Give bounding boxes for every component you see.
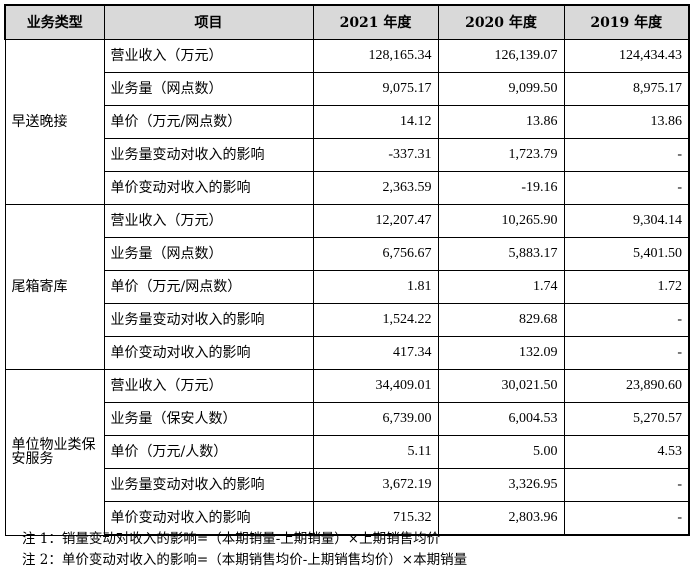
- value-2021-cell: 2,363.59: [312, 171, 439, 205]
- value-2021-cell: 6,756.67: [312, 237, 439, 271]
- note-1: 注 1：销量变动对收入的影响=（本期销量-上期销量）×上期销售均价: [22, 531, 441, 547]
- business-type-cell: 单位物业类保安服务: [4, 369, 105, 536]
- value-2020-cell: 6,004.53: [437, 402, 565, 436]
- table-row: 单价（万元/网点数） 1.81 1.74 1.72: [5, 270, 690, 304]
- value-2021-cell: 12,207.47: [312, 204, 439, 238]
- table-row: 单价（万元/网点数） 14.12 13.86 13.86: [5, 105, 690, 139]
- table-row: 业务量（网点数） 6,756.67 5,883.17 5,401.50: [5, 237, 690, 271]
- value-2021-cell: 1,524.22: [312, 303, 439, 337]
- item-cell: 业务量（网点数）: [103, 237, 314, 271]
- table-row: 业务量变动对收入的影响 -337.31 1,723.79 -: [5, 138, 690, 172]
- value-2020-cell: 13.86: [437, 105, 565, 139]
- value-2019-cell: -: [563, 468, 690, 502]
- value-2021-cell: 128,165.34: [312, 39, 439, 73]
- table-notes: 注 1：销量变动对收入的影响=（本期销量-上期销量）×上期销售均价 注 2：单价…: [22, 529, 467, 571]
- value-2021-cell: 14.12: [312, 105, 439, 139]
- value-2019-cell: 8,975.17: [563, 72, 690, 106]
- value-2020-cell: 3,326.95: [437, 468, 565, 502]
- value-2020-cell: 9,099.50: [437, 72, 565, 106]
- value-2019-cell: 4.53: [563, 435, 690, 469]
- header-business-type: 业务类型: [4, 4, 105, 40]
- item-cell: 单价变动对收入的影响: [103, 171, 314, 205]
- value-2020-cell: 126,139.07: [437, 39, 565, 73]
- table-row: 业务量变动对收入的影响 3,672.19 3,326.95 -: [5, 468, 690, 502]
- value-2020-cell: 5,883.17: [437, 237, 565, 271]
- value-2019-cell: 13.86: [563, 105, 690, 139]
- table-row: 业务量变动对收入的影响 1,524.22 829.68 -: [5, 303, 690, 337]
- value-2020-cell: 132.09: [437, 336, 565, 370]
- value-2019-cell: 1.72: [563, 270, 690, 304]
- table-row: 单价（万元/人数） 5.11 5.00 4.53: [5, 435, 690, 469]
- value-2019-cell: 124,434.43: [563, 39, 690, 73]
- table-row: 业务量（网点数） 9,075.17 9,099.50 8,975.17: [5, 72, 690, 106]
- value-2020-cell: 30,021.50: [437, 369, 565, 403]
- value-2021-cell: 34,409.01: [312, 369, 439, 403]
- value-2019-cell: 23,890.60: [563, 369, 690, 403]
- business-type-cell: 尾箱寄库: [4, 204, 105, 370]
- item-cell: 业务量变动对收入的影响: [103, 138, 314, 172]
- table-row: 单位物业类保安服务 营业收入（万元） 34,409.01 30,021.50 2…: [4, 369, 690, 536]
- value-2019-cell: -: [563, 171, 690, 205]
- value-2020-cell: 829.68: [437, 303, 565, 337]
- table-row: 业务量（保安人数） 6,739.00 6,004.53 5,270.57: [5, 402, 690, 436]
- table-row: 单价变动对收入的影响 715.32 2,803.96 -: [5, 501, 690, 536]
- value-2021-cell: 417.34: [312, 336, 439, 370]
- value-2019-cell: -: [563, 501, 690, 536]
- header-2019: 2019 年度: [563, 4, 690, 40]
- item-cell: 业务量（保安人数）: [103, 402, 314, 436]
- value-2019-cell: 5,270.57: [563, 402, 690, 436]
- item-cell: 单价（万元/人数）: [103, 435, 314, 469]
- item-cell: 单价（万元/网点数）: [103, 105, 314, 139]
- item-cell: 单价（万元/网点数）: [103, 270, 314, 304]
- value-2020-cell: 10,265.90: [437, 204, 565, 238]
- item-cell: 营业收入（万元）: [103, 39, 314, 73]
- business-type-cell: 早送晚接: [4, 39, 105, 205]
- value-2020-cell: 5.00: [437, 435, 565, 469]
- note-2: 注 2：单价变动对收入的影响=（本期销售均价-上期销售均价）×本期销量: [22, 552, 468, 568]
- item-cell: 业务量变动对收入的影响: [103, 303, 314, 337]
- value-2021-cell: 6,739.00: [312, 402, 439, 436]
- revenue-analysis-table: 业务类型 项目 2021 年度 2020 年度 2019 年度 早送晚接 营业收…: [4, 4, 690, 536]
- item-cell: 单价变动对收入的影响: [103, 501, 314, 536]
- value-2021-cell: -337.31: [312, 138, 439, 172]
- item-cell: 业务量变动对收入的影响: [103, 468, 314, 502]
- table-row: 尾箱寄库 营业收入（万元） 12,207.47 10,265.90 9,304.…: [4, 204, 690, 370]
- header-2020: 2020 年度: [437, 4, 565, 40]
- value-2019-cell: 9,304.14: [563, 204, 690, 238]
- value-2021-cell: 3,672.19: [312, 468, 439, 502]
- value-2019-cell: -: [563, 303, 690, 337]
- value-2020-cell: -19.16: [437, 171, 565, 205]
- table-header-row: 业务类型 项目 2021 年度 2020 年度 2019 年度: [4, 4, 690, 40]
- header-2021: 2021 年度: [312, 4, 439, 40]
- value-2020-cell: 1,723.79: [437, 138, 565, 172]
- value-2021-cell: 9,075.17: [312, 72, 439, 106]
- table-row: 单价变动对收入的影响 417.34 132.09 -: [5, 336, 690, 370]
- value-2019-cell: 5,401.50: [563, 237, 690, 271]
- value-2021-cell: 715.32: [312, 501, 439, 536]
- value-2020-cell: 1.74: [437, 270, 565, 304]
- item-cell: 业务量（网点数）: [103, 72, 314, 106]
- value-2019-cell: -: [563, 138, 690, 172]
- item-cell: 单价变动对收入的影响: [103, 336, 314, 370]
- header-item: 项目: [103, 4, 314, 40]
- table-row: 单价变动对收入的影响 2,363.59 -19.16 -: [5, 171, 690, 205]
- value-2019-cell: -: [563, 336, 690, 370]
- table-row: 早送晚接 营业收入（万元） 128,165.34 126,139.07 124,…: [4, 39, 690, 205]
- item-cell: 营业收入（万元）: [103, 204, 314, 238]
- item-cell: 营业收入（万元）: [103, 369, 314, 403]
- value-2021-cell: 1.81: [312, 270, 439, 304]
- value-2021-cell: 5.11: [312, 435, 439, 469]
